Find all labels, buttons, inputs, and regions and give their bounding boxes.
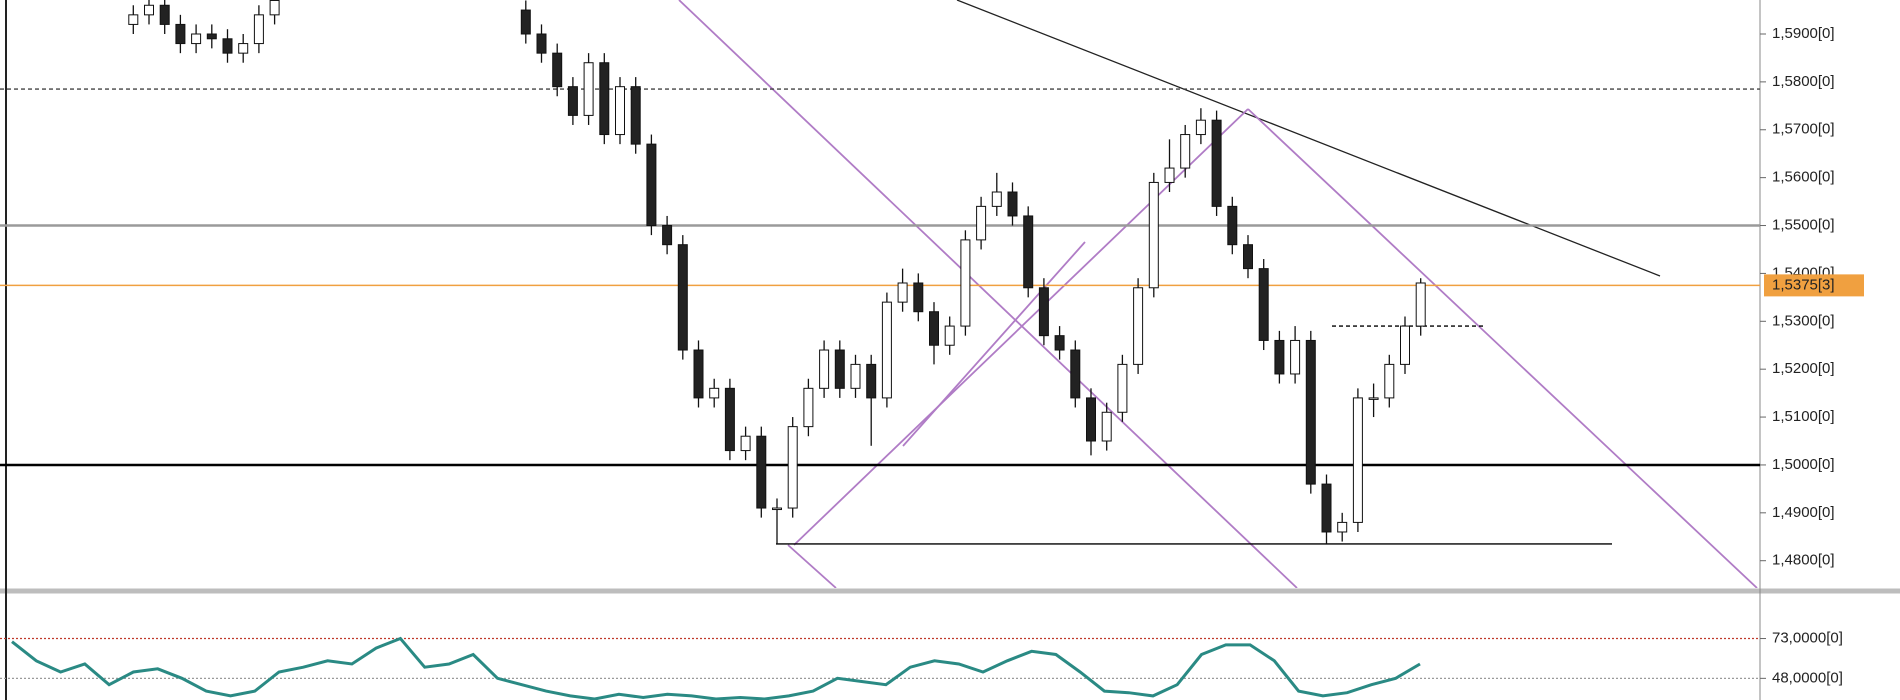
- candle-body: [1415, 282, 1426, 327]
- candle-body: [1290, 339, 1301, 375]
- y-tick-label: 73,0000[0]: [1772, 630, 1843, 647]
- candle-body: [1352, 397, 1363, 523]
- y-tick-label: 1,5500[0]: [1772, 216, 1835, 233]
- candle-body: [693, 349, 704, 399]
- channel-line: [902, 241, 1086, 447]
- candle-body: [646, 143, 657, 227]
- candle-body: [881, 301, 892, 399]
- candle-body: [175, 23, 186, 45]
- candle-body: [834, 349, 845, 389]
- channel-line: [1247, 108, 1758, 588]
- candle-body: [1400, 325, 1410, 365]
- oscillator-line: [11, 636, 1421, 700]
- candle-body: [1070, 349, 1081, 399]
- y-tick-label: 1,5900[0]: [1772, 25, 1835, 42]
- candle-body: [1180, 134, 1191, 169]
- drawings: [678, 0, 1758, 588]
- candle-body: [238, 43, 249, 54]
- candle-body: [615, 86, 625, 136]
- y-tick-label: 1,5200[0]: [1772, 360, 1835, 377]
- candle-body: [1321, 483, 1332, 533]
- candle-body: [897, 282, 908, 303]
- candle-body: [944, 325, 955, 346]
- candle-body: [269, 0, 280, 16]
- candle-body: [819, 349, 830, 389]
- candle-body: [1054, 335, 1065, 351]
- candle-body: [1164, 167, 1175, 183]
- candle-body: [740, 435, 751, 452]
- candle-body: [772, 507, 782, 511]
- trend-line: [956, 0, 1661, 277]
- axis: 1,4800[0] 1,4900[0] 1,5000[0] 1,5100[0] 1,52…: [1760, 25, 1864, 686]
- candle-body: [929, 311, 939, 346]
- candle-body: [1117, 363, 1128, 413]
- candle-body: [1148, 181, 1159, 289]
- y-tick-label: 1,5100[0]: [1772, 408, 1835, 425]
- candle-body: [552, 52, 563, 88]
- candle-body: [724, 387, 735, 452]
- y-tick-label: 1,5700[0]: [1772, 121, 1835, 138]
- candle-body: [1038, 287, 1049, 337]
- y-tick-label: 1,4900[0]: [1772, 504, 1835, 521]
- candle-body: [756, 435, 767, 509]
- y-tick-label: 1,4800[0]: [1772, 552, 1835, 569]
- y-tick-label: 48,0000[0]: [1772, 669, 1843, 686]
- candle-body: [976, 205, 987, 241]
- candle-body: [991, 191, 1002, 207]
- candle-body: [1368, 397, 1379, 400]
- candle-body: [583, 62, 594, 116]
- candle-body: [803, 387, 814, 428]
- last-price-box: [1764, 274, 1864, 297]
- candle-body: [128, 14, 139, 25]
- candle-body: [1305, 339, 1316, 485]
- candle-body: [866, 363, 877, 399]
- candle-body: [913, 282, 924, 313]
- candle-body: [630, 86, 641, 145]
- candle-body: [1133, 287, 1144, 365]
- candle-body: [1384, 363, 1395, 399]
- candle-body: [1101, 411, 1112, 442]
- candle-body: [787, 426, 798, 509]
- candle-body: [191, 33, 202, 45]
- candle-body: [253, 14, 264, 45]
- y-tick-label: 1,5300[0]: [1772, 312, 1835, 329]
- candle-body: [1258, 268, 1269, 341]
- candle-body: [144, 4, 154, 16]
- y-tick-label: 1,5600[0]: [1772, 169, 1835, 186]
- y-tick-label: 1,5800[0]: [1772, 73, 1835, 90]
- candle-body: [1211, 119, 1222, 207]
- candle-body: [677, 244, 688, 351]
- candle-body: [1274, 339, 1285, 375]
- candle-body: [850, 363, 861, 389]
- candle-body: [1337, 521, 1348, 533]
- candle-body: [1023, 215, 1034, 289]
- channel-line: [787, 544, 837, 588]
- candle-body: [1007, 191, 1018, 217]
- candle-body: [1227, 205, 1238, 246]
- candle-body: [599, 62, 610, 136]
- candle-body: [1086, 397, 1096, 442]
- candle-body: [662, 225, 673, 246]
- last-price-label: 1,5375[3]: [1772, 276, 1835, 293]
- candle-body: [159, 4, 170, 25]
- candle-body: [960, 239, 971, 327]
- candle-body: [222, 38, 233, 54]
- y-tick-label: 1,5000[0]: [1772, 456, 1835, 473]
- price-pane: [0, 0, 1760, 545]
- candle-body: [1195, 119, 1206, 136]
- oscillator-pane: [0, 636, 1760, 700]
- candle-body: [567, 86, 578, 116]
- candle-body: [206, 33, 217, 40]
- candle-body: [709, 387, 720, 399]
- candle-body: [520, 9, 531, 35]
- candle-body: [1243, 244, 1253, 270]
- candle-body: [536, 33, 547, 54]
- channel-line: [678, 0, 1298, 588]
